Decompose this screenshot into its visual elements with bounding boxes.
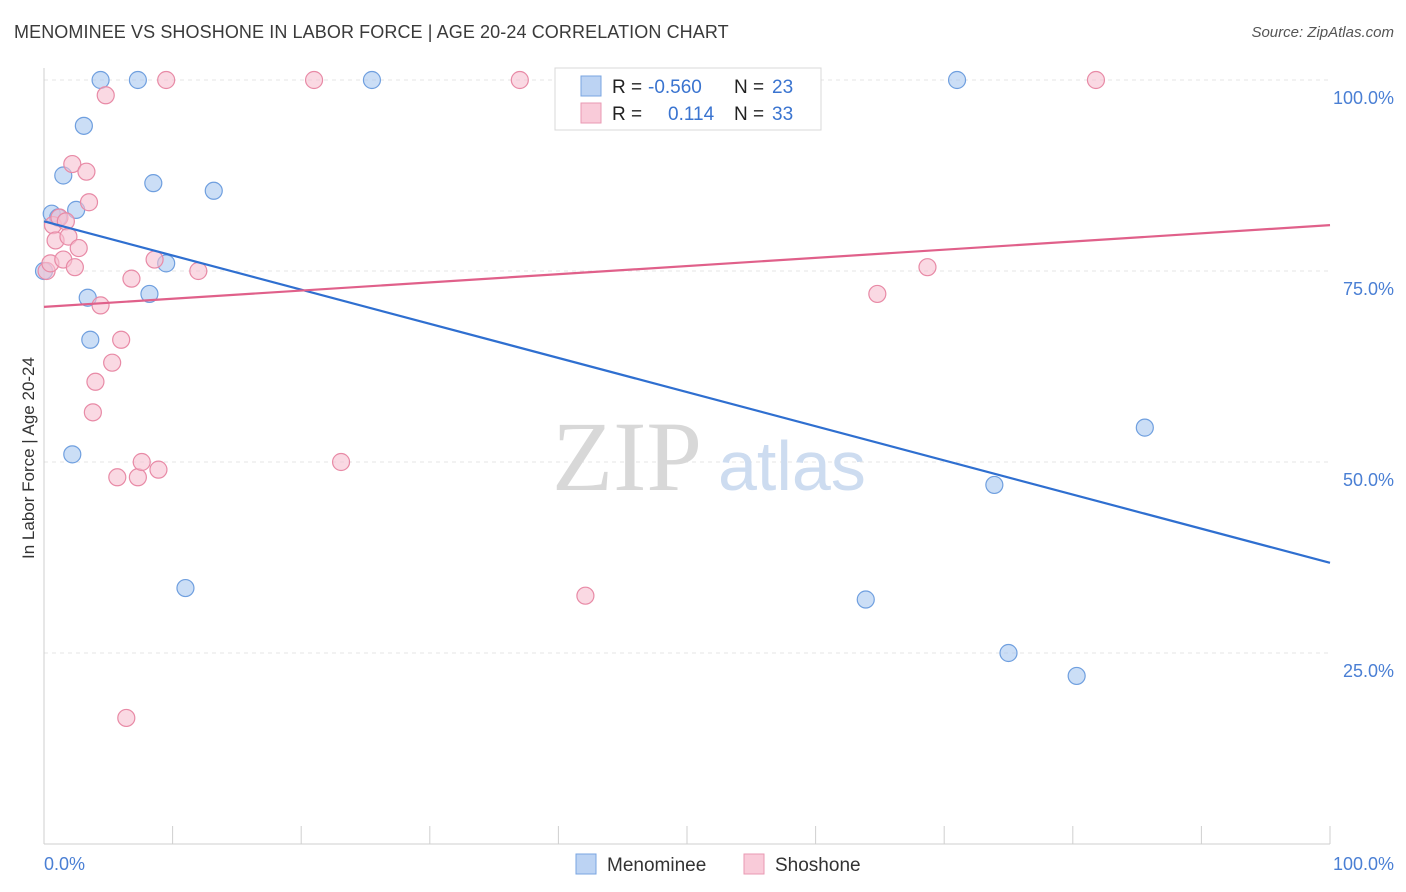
y-tick-label: 25.0% xyxy=(1343,661,1394,681)
data-points xyxy=(34,70,1154,728)
point-menominee xyxy=(91,70,110,90)
point-shoshone xyxy=(145,250,164,269)
y-tick-label: 100.0% xyxy=(1333,88,1394,108)
point-shoshone xyxy=(79,193,99,212)
point-shoshone xyxy=(117,708,136,728)
watermark-zip-text: ZIP xyxy=(552,401,702,512)
point-shoshone xyxy=(157,70,176,90)
point-shoshone xyxy=(128,468,147,487)
point-menominee xyxy=(144,174,163,193)
legend-n-label-shoshone: N = xyxy=(734,104,764,125)
point-shoshone xyxy=(304,70,324,90)
legend-swatch-shoshone xyxy=(580,102,602,124)
watermark: ZIP atlas xyxy=(552,401,866,512)
x-tick-label-max: 100.0% xyxy=(1333,854,1394,874)
chart-title: MENOMINEE VS SHOSHONE IN LABOR FORCE | A… xyxy=(14,22,729,42)
bottom-legend-swatch-menominee xyxy=(575,853,597,875)
stats-legend: R = -0.560 N = 23 R = 0.114 N = 33 xyxy=(554,67,822,131)
point-shoshone xyxy=(96,86,115,105)
y-tick-label: 50.0% xyxy=(1343,470,1394,490)
point-shoshone xyxy=(576,586,595,605)
point-shoshone xyxy=(331,452,351,472)
point-menominee xyxy=(204,181,223,200)
point-shoshone xyxy=(86,372,105,391)
y-axis-label: In Labor Force | Age 20-24 xyxy=(19,357,38,559)
legend-n-label-menominee: N = xyxy=(734,77,764,98)
point-shoshone xyxy=(108,468,127,487)
point-shoshone xyxy=(77,162,96,181)
legend-r-value-shoshone: 0.114 xyxy=(668,104,715,125)
point-menominee xyxy=(63,445,82,464)
watermark-atlas-text: atlas xyxy=(718,427,866,505)
point-shoshone xyxy=(868,284,887,304)
point-menominee xyxy=(176,578,195,598)
point-shoshone xyxy=(1086,70,1106,90)
bottom-legend-swatch-shoshone xyxy=(743,853,765,875)
point-shoshone xyxy=(63,154,82,174)
point-shoshone xyxy=(69,238,88,258)
legend-r-label-shoshone: R = xyxy=(612,104,642,125)
x-tick-label-min: 0.0% xyxy=(44,854,85,874)
y-tick-label: 75.0% xyxy=(1343,279,1394,299)
point-shoshone xyxy=(510,70,529,90)
point-shoshone xyxy=(122,269,141,288)
legend-swatch-menominee xyxy=(580,75,602,97)
source-label: Source: ZipAtlas.com xyxy=(1251,24,1394,41)
point-menominee xyxy=(947,70,967,90)
legend-n-value-menominee: 23 xyxy=(772,77,793,98)
series-legend: Menominee Shoshone xyxy=(575,853,861,876)
point-menominee xyxy=(1135,418,1154,437)
bottom-legend-label-menominee: Menominee xyxy=(607,855,706,876)
point-menominee xyxy=(856,590,875,609)
point-menominee xyxy=(1067,666,1086,686)
point-menominee xyxy=(128,70,147,90)
trend-line-shoshone xyxy=(43,224,1331,309)
point-shoshone xyxy=(918,258,937,277)
point-menominee xyxy=(140,284,159,304)
point-shoshone xyxy=(91,296,110,315)
bottom-legend-label-shoshone: Shoshone xyxy=(775,855,861,876)
point-shoshone xyxy=(103,353,122,372)
point-menominee xyxy=(362,70,382,90)
point-menominee xyxy=(74,116,93,135)
grid-lines xyxy=(44,79,1330,654)
point-shoshone xyxy=(65,258,84,277)
point-shoshone xyxy=(149,460,168,479)
point-menominee xyxy=(999,643,1018,663)
point-menominee xyxy=(985,475,1004,495)
axes: 25.0% 50.0% 75.0% 100.0% 0.0% 100.0% xyxy=(43,68,1394,874)
trend-line-menominee xyxy=(43,220,1331,564)
point-shoshone xyxy=(132,452,151,472)
point-shoshone xyxy=(189,261,208,281)
legend-r-value-menominee: -0.560 xyxy=(648,77,702,98)
point-shoshone xyxy=(112,330,131,349)
legend-n-value-shoshone: 33 xyxy=(772,104,793,125)
point-shoshone xyxy=(83,403,102,422)
trend-lines xyxy=(43,220,1331,564)
legend-r-label-menominee: R = xyxy=(612,77,642,98)
point-menominee xyxy=(81,330,100,349)
